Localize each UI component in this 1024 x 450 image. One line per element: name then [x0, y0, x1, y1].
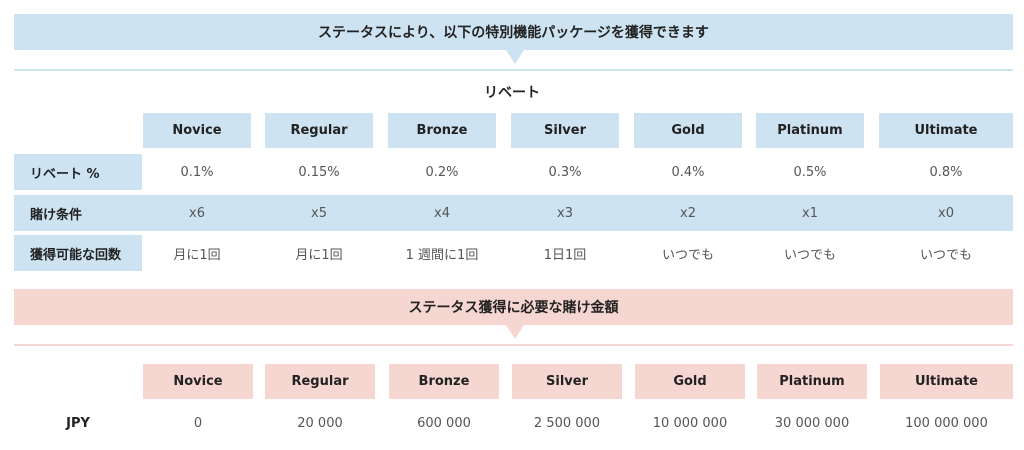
- table-cell: いつでも: [634, 235, 742, 271]
- banner-pointer-bottom: [506, 325, 524, 339]
- table-cell: 600 000: [417, 415, 471, 431]
- table-cell: 0: [193, 415, 203, 431]
- table-cell: 20 000: [297, 415, 343, 431]
- table-cell: 0.2%: [388, 154, 496, 190]
- banner-pointer-top: [506, 50, 524, 64]
- table-cell: 0.3%: [511, 154, 619, 190]
- table-cell: 月に1回: [143, 235, 251, 271]
- table-cell: 1 週間に1回: [388, 235, 496, 271]
- tier-header-gold: Gold: [634, 113, 742, 148]
- table-cell: x5: [311, 205, 327, 221]
- table-cell: 10 000 000: [652, 415, 728, 431]
- table-cell: 0.8%: [879, 154, 1013, 190]
- divider-bottom: [14, 344, 1013, 346]
- tier-header-platinum: Platinum: [756, 113, 864, 148]
- row-band-wagering: [14, 195, 1013, 231]
- tier-header-gold: Gold: [635, 364, 745, 399]
- table-cell: x6: [189, 205, 205, 221]
- required-wager-banner-text: ステータス獲得に必要な賭け金額: [408, 300, 619, 316]
- status-benefits-banner-text: ステータスにより、以下の特別機能パッケージを獲得できます: [318, 25, 709, 41]
- required-wager-banner: ステータス獲得に必要な賭け金額: [14, 289, 1013, 325]
- row-label-rebate: リベート %: [14, 154, 142, 190]
- tier-header-silver: Silver: [512, 364, 622, 399]
- table-cell: x1: [802, 205, 818, 221]
- table-cell: 0.5%: [756, 154, 864, 190]
- tier-header-ultimate: Ultimate: [880, 364, 1013, 399]
- tier-header-novice: Novice: [143, 364, 253, 399]
- table-cell: 100 000 000: [905, 415, 988, 431]
- table-cell: 30 000 000: [774, 415, 850, 431]
- table-cell: 0.15%: [265, 154, 373, 190]
- tier-header-silver: Silver: [511, 113, 619, 148]
- tier-header-novice: Novice: [143, 113, 251, 148]
- tier-header-bronze: Bronze: [388, 113, 496, 148]
- row-label-wagering: 賭け条件: [14, 195, 142, 231]
- tier-header-regular: Regular: [265, 113, 373, 148]
- table-cell: x3: [557, 205, 573, 221]
- table-cell: x0: [938, 205, 954, 221]
- tier-header-bronze: Bronze: [389, 364, 499, 399]
- status-benefits-banner: ステータスにより、以下の特別機能パッケージを獲得できます: [14, 14, 1013, 50]
- tier-header-ultimate: Ultimate: [879, 113, 1013, 148]
- divider-top: [14, 69, 1013, 71]
- table-cell: 1日1回: [511, 235, 619, 271]
- rebate-title: リベート: [484, 85, 540, 101]
- row-label-jpy: JPY: [66, 415, 90, 431]
- table-cell: x4: [434, 205, 450, 221]
- tier-header-platinum: Platinum: [757, 364, 867, 399]
- tier-header-regular: Regular: [265, 364, 375, 399]
- table-cell: x2: [680, 205, 696, 221]
- table-cell: 2 500 000: [533, 415, 601, 431]
- table-cell: 0.1%: [143, 154, 251, 190]
- row-label-frequency: 獲得可能な回数: [14, 235, 142, 271]
- table-cell: いつでも: [879, 235, 1013, 271]
- table-cell: いつでも: [756, 235, 864, 271]
- table-cell: 0.4%: [634, 154, 742, 190]
- table-cell: 月に1回: [265, 235, 373, 271]
